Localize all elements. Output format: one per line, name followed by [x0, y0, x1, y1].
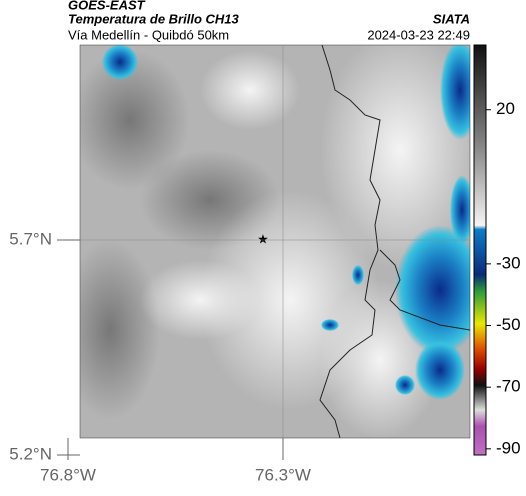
lon-label: 76.3°W	[255, 465, 311, 484]
colorbar-label: 20	[496, 99, 515, 118]
colorbar	[473, 44, 487, 456]
lat-label: 5.7°N	[9, 229, 52, 248]
colorbar-label: -50	[496, 315, 521, 334]
plot-frame	[79, 44, 471, 439]
satellite-image	[80, 45, 470, 438]
colorbar-label: -30	[496, 253, 521, 272]
route: Vía Medellín - Quibdó 50km	[68, 27, 229, 42]
colorbar-label: -70	[496, 377, 521, 396]
source: SIATA	[433, 11, 470, 26]
location-marker: ★	[257, 231, 269, 246]
subtitle: Temperatura de Brillo CH13	[68, 11, 240, 26]
lat-label: 5.2°N	[9, 444, 52, 463]
title: GOES-EAST	[68, 0, 146, 12]
colorbar-label: -90	[496, 438, 521, 457]
lon-label: 76.8°W	[40, 465, 96, 484]
datetime: 2024-03-23 22:49	[367, 27, 470, 42]
